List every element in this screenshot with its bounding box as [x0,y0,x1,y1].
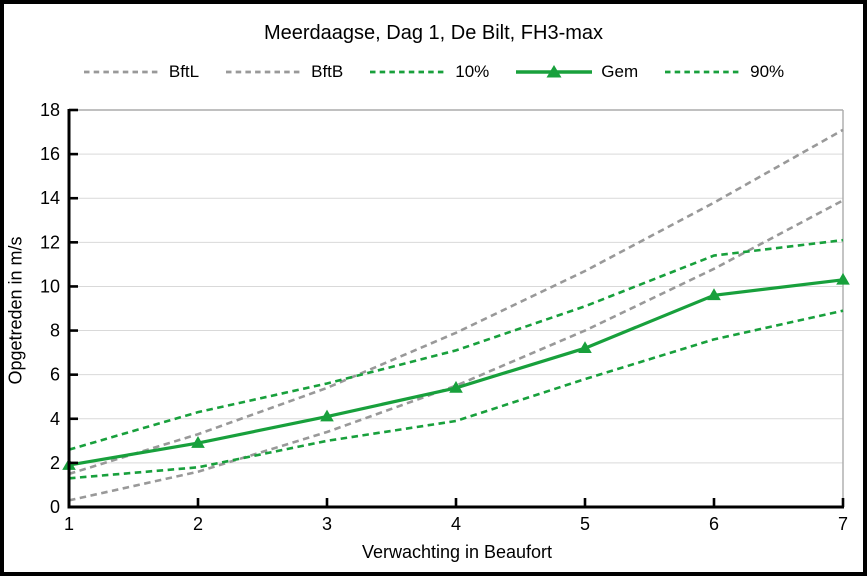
data-point-triangle-marker [836,272,850,285]
legend-label: Gem [601,62,639,81]
y-tick-label: 16 [40,144,60,164]
chart-legend: BftL BftB 10% Gem 90% [4,62,863,82]
y-tick-label: 4 [50,409,60,429]
x-tick-label: 5 [580,514,590,534]
data-point-triangle-marker [191,436,205,448]
y-tick-label: 12 [40,232,60,252]
data-point-triangle-marker [707,288,721,301]
x-tick-label: 7 [838,514,848,534]
series-90pct-line [68,238,844,451]
legend-item-90pct: 90% [664,62,784,82]
legend-item-bftb: BftB [225,62,343,82]
data-point-triangle-marker [320,409,334,422]
x-axis-label: Verwachting in Beaufort [361,542,553,562]
y-tick-label: 8 [50,321,60,341]
legend-label: BftL [168,62,200,81]
triangle-marker-icon [546,65,562,78]
y-tick-label: 2 [50,453,60,473]
series-10pct-line [68,309,844,480]
x-tick-label: 3 [322,514,332,534]
legend-item-gem: Gem [515,62,638,82]
legend-line-sample-icon [83,70,160,74]
x-tick-label: 4 [451,514,461,534]
legend-label: BftB [311,62,344,81]
data-point-triangle-marker [449,380,463,393]
x-tick-label: 6 [709,514,719,534]
legend-label: 90% [750,62,785,81]
legend-line-sample-icon [516,65,593,78]
chart-title: Meerdaagse, Dag 1, De Bilt, FH3-max [263,22,604,44]
legend-line-sample-icon [665,70,742,74]
x-tick-label: 1 [64,514,74,534]
y-tick-label: 10 [40,276,60,296]
legend-label: 10% [455,62,490,81]
y-tick-label: 6 [50,365,60,385]
y-tick-label: 18 [40,100,60,120]
legend-line-sample-icon [370,70,447,74]
series-bftb-line [68,128,844,476]
data-point-triangle-marker [578,341,592,353]
legend-item-10pct: 10% [369,62,489,82]
legend-line-sample-icon [226,70,303,74]
y-tick-label: 0 [50,497,60,517]
legend-item-bftl: BftL [83,62,199,82]
series-bftl-line [68,199,844,502]
y-tick-label: 14 [40,188,60,208]
x-tick-label: 2 [193,514,203,534]
